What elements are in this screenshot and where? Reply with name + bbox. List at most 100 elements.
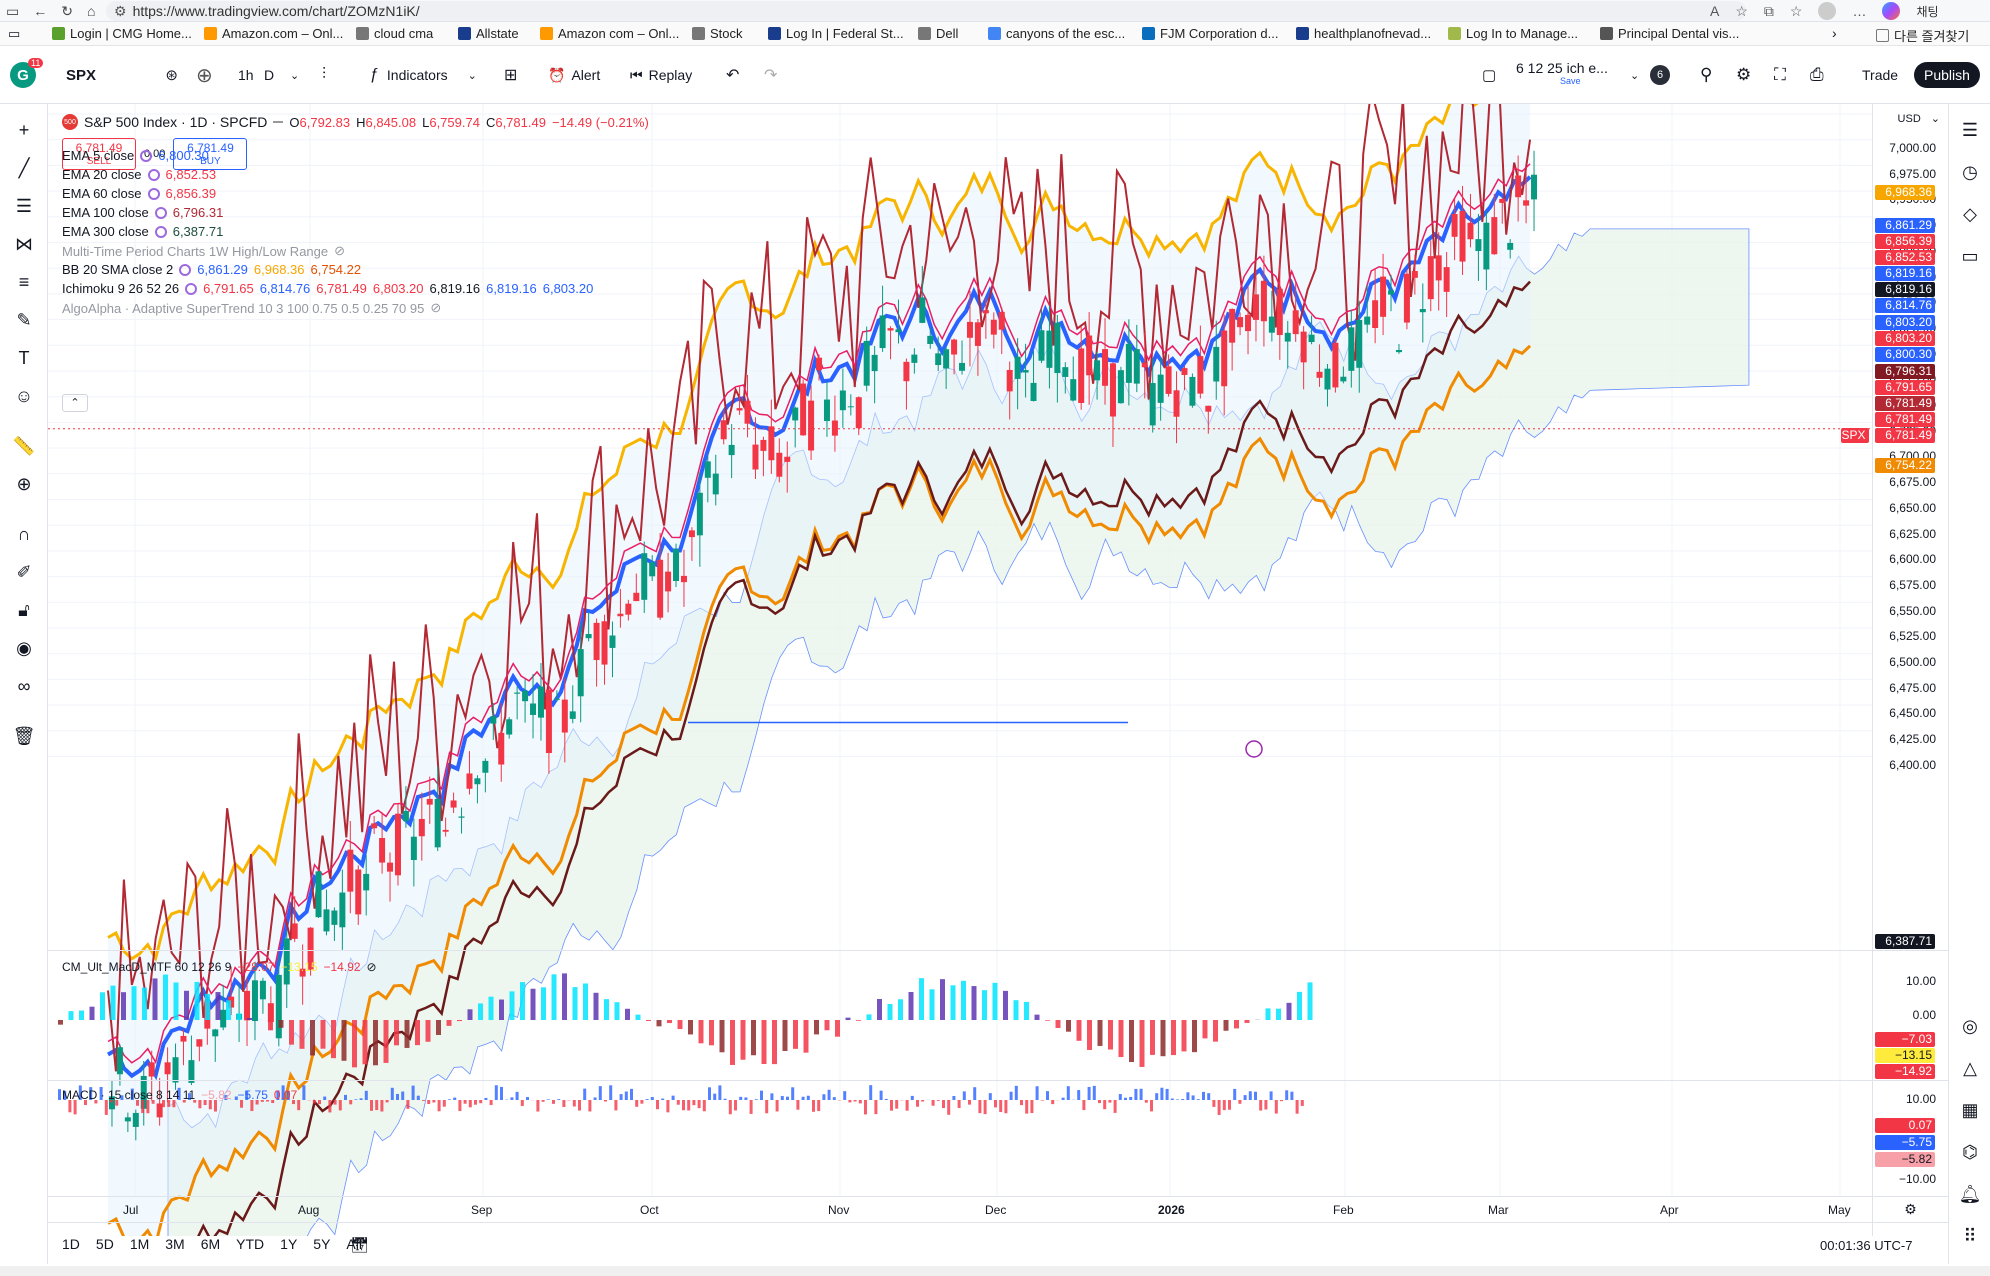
- lock-icon[interactable]: 🔓︎: [18, 599, 30, 620]
- layout-name[interactable]: 6 12 25 ich e... Save: [1516, 60, 1608, 86]
- read-aloud-icon[interactable]: A: [1710, 3, 1720, 19]
- date-range-calendar-icon[interactable]: 📅︎: [350, 1237, 370, 1254]
- user-avatar[interactable]: G 11: [10, 46, 44, 104]
- bookmark-item[interactable]: cloud cma: [356, 26, 433, 41]
- currency-selector[interactable]: USD ⌄: [1897, 112, 1940, 126]
- range-button[interactable]: 5D: [95, 1236, 114, 1252]
- interval-1h[interactable]: 1h: [238, 67, 254, 83]
- hotlists-icon[interactable]: ⌬: [1962, 1141, 1978, 1162]
- interval-d[interactable]: D: [264, 67, 275, 83]
- trade-button[interactable]: Trade: [1862, 67, 1899, 83]
- magnet-icon[interactable]: ∩: [17, 523, 31, 544]
- fib-icon[interactable]: ≡: [18, 271, 30, 292]
- bookmark-item[interactable]: Amazon.com – Onl...: [204, 26, 343, 41]
- price-axis[interactable]: USD ⌄ 7,000.006,975.006,950.006,925.006,…: [1841, 104, 1948, 1204]
- ideas-icon[interactable]: △: [1963, 1057, 1977, 1078]
- publish-button[interactable]: Publish: [1914, 46, 1980, 104]
- reload-icon[interactable]: ↻: [61, 2, 73, 19]
- range-button[interactable]: 1Y: [280, 1236, 298, 1252]
- bookmark-item[interactable]: Dell: [918, 26, 958, 41]
- indicator-axis[interactable]: 10.00 0.00 −7.03 −13.15 −14.92 10.00 −10.0…: [1872, 950, 1948, 1236]
- profile-label[interactable]: 채팅: [1916, 4, 1939, 19]
- bookmark-item[interactable]: Log In | Federal St...: [768, 26, 904, 41]
- stay-drawing-icon[interactable]: ✐: [16, 561, 32, 582]
- text-tool-icon[interactable]: T: [18, 347, 30, 368]
- eye-icon[interactable]: ◉: [16, 637, 32, 658]
- home-icon[interactable]: ⌂: [86, 3, 96, 19]
- interval-dropdown-icon[interactable]: ⌄: [290, 69, 300, 82]
- layers-icon[interactable]: ◇: [1963, 203, 1977, 224]
- apps-grid-icon[interactable]: ⠿: [1963, 1225, 1977, 1246]
- compare-add-icon[interactable]: ⊕: [196, 64, 213, 87]
- quick-search-icon[interactable]: ⚲: [1700, 65, 1713, 84]
- brush-icon[interactable]: ✎: [16, 309, 32, 330]
- zoom-in-icon[interactable]: ⊕: [16, 473, 32, 494]
- bookmark-item[interactable]: healthplanofnevad...: [1296, 26, 1431, 41]
- layout-square-icon[interactable]: ▢: [1482, 67, 1497, 84]
- pane-separator[interactable]: [48, 950, 1948, 951]
- symbol-search-icon[interactable]: ⊛: [165, 67, 178, 84]
- bookmarks-menu-icon[interactable]: ▭: [8, 26, 21, 41]
- symbol-search[interactable]: SPX ⊛: [58, 46, 178, 104]
- sidebar-icon[interactable]: ▭: [6, 2, 20, 19]
- copilot-icon[interactable]: [1882, 2, 1901, 20]
- layout-dropdown-icon[interactable]: ⌄: [1630, 69, 1640, 82]
- more-icon[interactable]: …: [1852, 3, 1867, 19]
- bookmark-item[interactable]: FJM Corporation d...: [1142, 26, 1279, 41]
- bookmark-item[interactable]: Login | CMG Home...: [52, 26, 192, 41]
- ruler-icon[interactable]: 📏: [12, 435, 36, 456]
- range-button[interactable]: All: [346, 1236, 362, 1252]
- pane-separator[interactable]: [48, 1080, 1948, 1081]
- chart-type-icon[interactable]: ⫶: [322, 66, 327, 83]
- calendar-icon[interactable]: ▦: [1961, 1099, 1979, 1120]
- fullscreen-icon[interactable]: ⛶: [1774, 65, 1786, 84]
- settings-gear-icon[interactable]: ⚙: [1736, 65, 1752, 84]
- bookmark-item[interactable]: Principal Dental vis...: [1600, 26, 1739, 41]
- pattern-icon[interactable]: ⋈: [15, 233, 33, 254]
- chat-icon[interactable]: ▭: [1961, 245, 1979, 266]
- site-info-icon[interactable]: ⚙: [114, 2, 127, 19]
- profile-avatar[interactable]: [1818, 2, 1837, 20]
- emoji-icon[interactable]: ☺: [14, 385, 34, 406]
- target-icon[interactable]: ◎: [1962, 1015, 1978, 1036]
- bookmarks-overflow-icon[interactable]: ›: [1832, 25, 1837, 41]
- favorites-icon[interactable]: ☆: [1789, 2, 1803, 19]
- range-button[interactable]: 6M: [200, 1236, 221, 1252]
- replay-button[interactable]: ⏮ Replay: [630, 66, 693, 84]
- horizontal-lines-icon[interactable]: ☰: [15, 195, 33, 216]
- axis-settings-icon[interactable]: ⚙: [1872, 1196, 1948, 1222]
- notifications-bell-icon[interactable]: 🔔︎: [1958, 1183, 1982, 1204]
- camera-icon[interactable]: ⎙: [1810, 65, 1824, 84]
- bookmark-item[interactable]: Log In to Manage...: [1448, 26, 1578, 41]
- back-icon[interactable]: ←: [33, 3, 48, 19]
- bookmark-item[interactable]: Allstate: [458, 26, 519, 41]
- other-bookmarks[interactable]: 다른 즐겨찾기: [1876, 26, 1969, 45]
- trash-icon[interactable]: 🗑︎: [12, 725, 36, 746]
- templates-icon[interactable]: ⊞: [504, 67, 518, 84]
- link-icon[interactable]: ∞: [17, 675, 31, 696]
- alert-button[interactable]: ⏰ Alert: [548, 66, 601, 84]
- crosshair-icon[interactable]: +: [18, 119, 30, 140]
- range-button[interactable]: 3M: [165, 1236, 185, 1252]
- watchlist-icon[interactable]: ☰: [1961, 119, 1979, 140]
- indicators-dropdown-icon[interactable]: ⌄: [467, 69, 477, 82]
- extensions-icon[interactable]: ⧉: [1763, 2, 1774, 19]
- range-button[interactable]: 1M: [129, 1236, 150, 1252]
- bookmark-item[interactable]: canyons of the esc...: [988, 26, 1125, 41]
- undo-icon[interactable]: ↶: [726, 67, 740, 84]
- layout-count[interactable]: 6: [1650, 46, 1670, 104]
- url-field[interactable]: ⚙ https://www.tradingview.com/chart/ZOMz…: [106, 1, 1746, 21]
- price-chart[interactable]: [48, 104, 1872, 1236]
- favorite-star-icon[interactable]: ☆: [1735, 2, 1748, 19]
- bookmark-item[interactable]: Amazon com – Onl...: [540, 26, 679, 41]
- time-axis[interactable]: Jul Aug Sep Oct Nov Dec 2026 Feb Mar Apr May: [48, 1196, 1872, 1222]
- visibility-icon[interactable]: ⊘: [366, 960, 377, 974]
- indicators-button[interactable]: ƒ Indicators ⌄: [370, 66, 477, 83]
- alerts-clock-icon[interactable]: ◷: [1962, 161, 1978, 182]
- trend-line-icon[interactable]: ╱: [18, 157, 30, 178]
- redo-icon[interactable]: ↷: [764, 67, 778, 84]
- range-button[interactable]: 5Y: [313, 1236, 331, 1252]
- range-button[interactable]: YTD: [236, 1236, 265, 1252]
- range-button[interactable]: 1D: [62, 1236, 80, 1252]
- bookmark-item[interactable]: Stock: [692, 26, 743, 41]
